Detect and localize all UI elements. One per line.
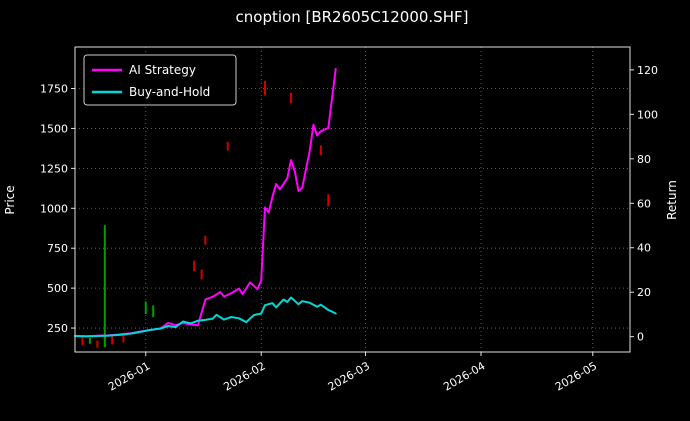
candle-mark-down (204, 235, 207, 245)
candle-mark-up (144, 301, 147, 314)
right-tick-label: 40 (637, 242, 651, 255)
candle-mark-down (200, 269, 203, 280)
right-tick-label: 120 (637, 64, 658, 77)
right-tick-label: 20 (637, 286, 651, 299)
x-tick-label: 2026-01 (106, 359, 152, 393)
buy-and-hold-line (74, 296, 337, 338)
candle-mark-down (193, 260, 196, 272)
candle-mark-down (122, 335, 125, 343)
candle-mark-down (319, 145, 322, 156)
left-tick-label: 250 (47, 322, 68, 335)
right-tick-label: 60 (637, 197, 651, 210)
candle-mark-up (88, 337, 91, 344)
candle-mark-up (152, 305, 155, 318)
x-tick-label: 2026-03 (326, 359, 372, 393)
right-tick-label: 100 (637, 108, 658, 121)
candle-mark-down (290, 92, 293, 104)
left-tick-label: 1000 (40, 202, 68, 215)
x-tick-label: 2026-02 (221, 359, 267, 393)
candle-mark-up (103, 225, 106, 348)
legend-label-ai-strategy: AI Strategy (129, 63, 196, 77)
left-tick-label: 750 (47, 242, 68, 255)
left-axis-label: Price (3, 185, 17, 214)
ai-strategy-line (74, 68, 337, 338)
x-tick-label: 2026-05 (553, 359, 599, 393)
legend-label-buy-and-hold: Buy-and-Hold (129, 85, 210, 99)
x-tick-label: 2026-04 (441, 359, 487, 393)
left-tick-label: 1750 (40, 83, 68, 96)
legend: AI Strategy Buy-and-Hold (83, 54, 237, 106)
candle-mark-down (263, 81, 266, 96)
candle-mark-down (81, 336, 84, 346)
candle-mark-down (96, 340, 99, 348)
right-tick-label: 0 (637, 331, 644, 344)
right-axis-label: Return (665, 180, 679, 220)
candle-mark-down (226, 141, 229, 151)
left-tick-label: 1250 (40, 162, 68, 175)
right-tick-label: 80 (637, 153, 651, 166)
plot-frame (74, 46, 631, 353)
left-tick-label: 500 (47, 282, 68, 295)
candle-mark-down (327, 194, 330, 207)
candle-mark-down (111, 335, 114, 345)
left-tick-label: 1500 (40, 122, 68, 135)
chart-title: cnoption [BR2605C12000.SHF] (236, 8, 469, 26)
